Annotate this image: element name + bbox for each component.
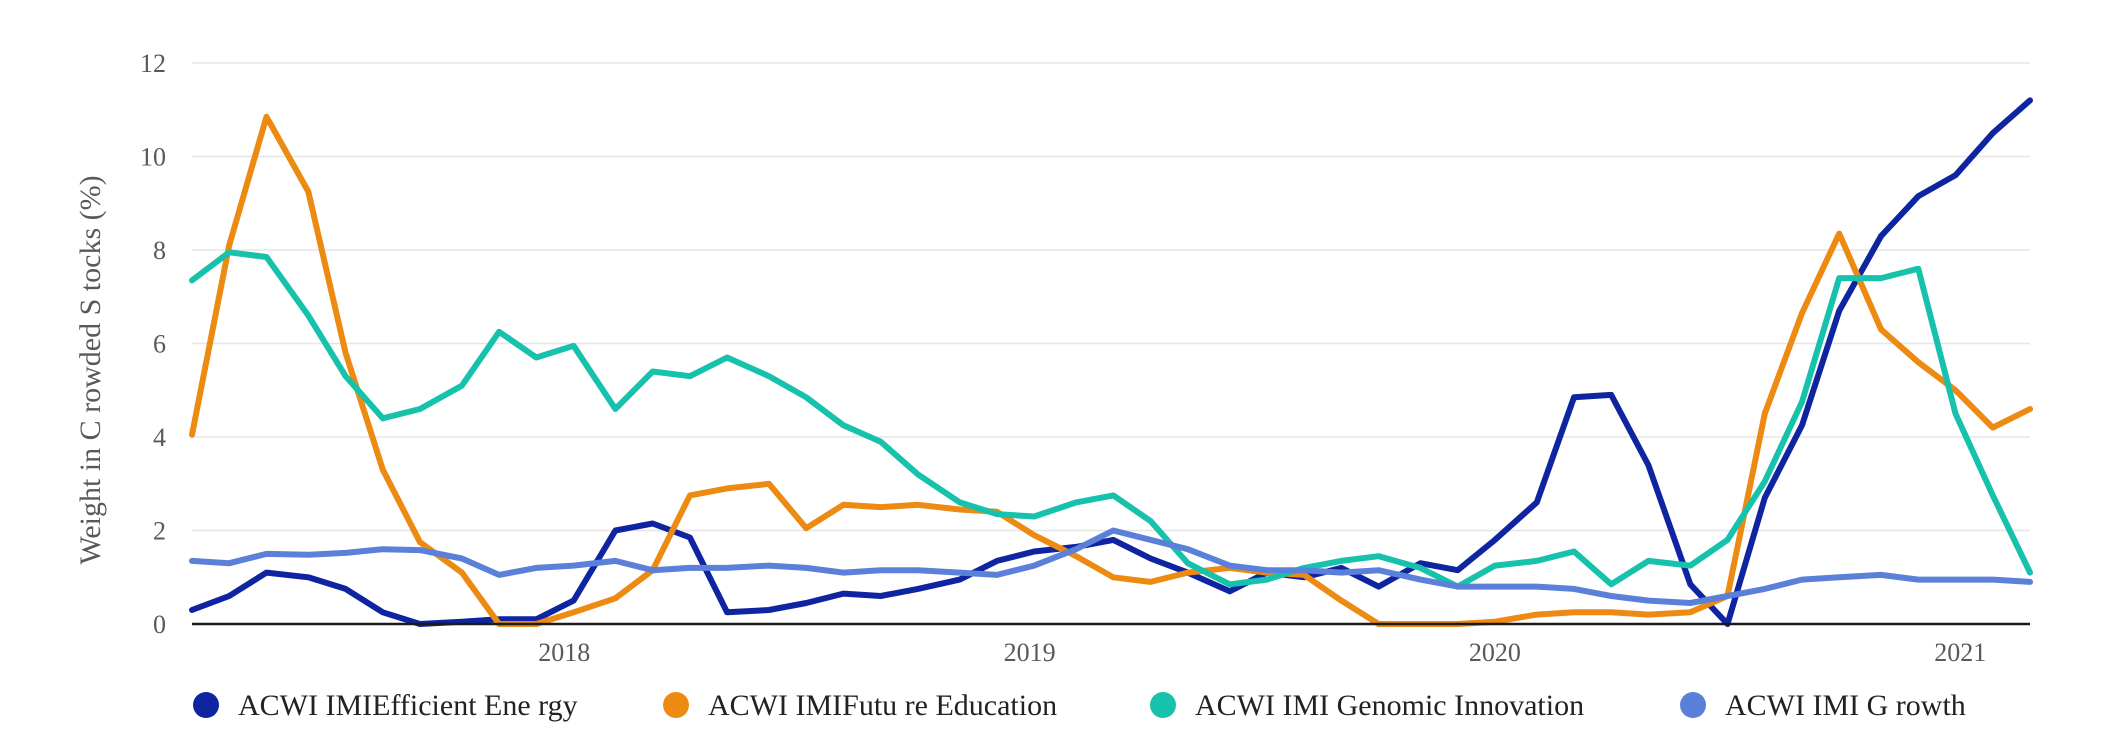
legend-item[interactable]: ACWI IMIFutu re Education [663, 689, 1057, 722]
y-tick-label: 10 [140, 143, 166, 172]
legend-item[interactable]: ACWI IMIEfficient Ene rgy [193, 689, 578, 722]
legend-label: ACWI IMI Genomic Innovation [1195, 689, 1584, 722]
legend-label: ACWI IMIFutu re Education [708, 689, 1057, 722]
legend-marker-icon [193, 692, 219, 718]
legend-label: ACWI IMIEfficient Ene rgy [238, 689, 578, 722]
y-axis-title: Weight in C rowded S tocks (%) [74, 175, 107, 564]
y-tick-label: 8 [153, 236, 166, 265]
y-tick-label: 4 [153, 423, 166, 452]
legend-marker-icon [1680, 692, 1706, 718]
series-line-3 [189, 249, 2033, 590]
y-tick-label: 6 [153, 330, 166, 359]
x-axis-tick-labels: 2018 2019 2020 2021 [538, 638, 1986, 667]
legend-marker-icon [663, 692, 689, 718]
series-line-1 [189, 97, 2033, 627]
series-line-2 [189, 113, 2033, 627]
y-axis-tick-labels: 0 2 4 6 8 10 12 [140, 49, 166, 639]
y-tick-label: 2 [153, 517, 166, 546]
y-tick-label: 0 [153, 610, 166, 639]
x-tick-label: 2021 [1934, 638, 1986, 667]
x-tick-label: 2020 [1469, 638, 1521, 667]
legend-item[interactable]: ACWI IMI Genomic Innovation [1150, 689, 1584, 722]
legend-item[interactable]: ACWI IMI G rowth [1680, 689, 1966, 722]
legend-label: ACWI IMI G rowth [1725, 689, 1966, 722]
series-line-4 [189, 527, 2033, 606]
x-tick-label: 2018 [538, 638, 590, 667]
y-tick-label: 12 [140, 49, 166, 78]
gridlines [192, 62, 2030, 532]
x-tick-label: 2019 [1004, 638, 1056, 667]
legend-marker-icon [1150, 692, 1176, 718]
series-lines [189, 97, 2033, 627]
legend: ACWI IMIEfficient Ene rgy ACWI IMIFutu re… [193, 689, 1966, 722]
